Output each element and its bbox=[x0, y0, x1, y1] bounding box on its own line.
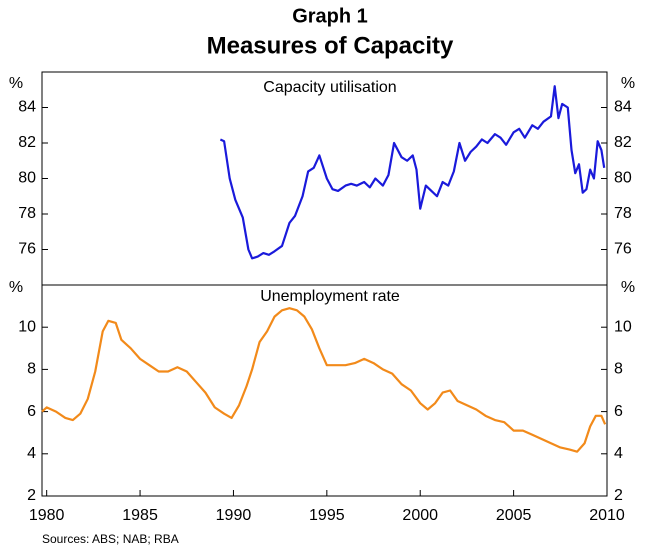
y-tick-label: 6 bbox=[27, 403, 36, 420]
y-tick-label: 82 bbox=[18, 134, 36, 151]
panel-title: Unemployment rate bbox=[260, 288, 400, 305]
y-tick-label: 2 bbox=[27, 487, 36, 504]
y-tick-label: 84 bbox=[614, 99, 632, 116]
y-unit-label: % bbox=[9, 75, 23, 92]
plot-frame bbox=[41, 71, 608, 286]
y-unit-label: % bbox=[621, 279, 635, 296]
y-tick-label: 76 bbox=[614, 241, 632, 258]
y-tick-label: 78 bbox=[18, 205, 36, 222]
y-tick-label: 80 bbox=[614, 170, 632, 187]
x-tick-label: 2000 bbox=[402, 507, 438, 524]
y-tick-label: 8 bbox=[614, 361, 623, 378]
y-tick-label: 10 bbox=[18, 318, 36, 335]
y-tick-label: 6 bbox=[614, 403, 623, 420]
y-tick-label: 84 bbox=[18, 99, 36, 116]
plot-frame bbox=[41, 284, 608, 497]
y-tick-label: 4 bbox=[27, 445, 36, 462]
y-tick-label: 80 bbox=[18, 170, 36, 187]
x-tick-label: 1980 bbox=[29, 507, 65, 524]
x-tick-label: 1985 bbox=[122, 507, 158, 524]
y-tick-label: 82 bbox=[614, 134, 632, 151]
panel-title: Capacity utilisation bbox=[263, 79, 396, 96]
y-tick-label: 8 bbox=[27, 361, 36, 378]
y-unit-label: % bbox=[621, 75, 635, 92]
y-tick-label: 2 bbox=[614, 487, 623, 504]
y-tick-label: 10 bbox=[614, 318, 632, 335]
data-line bbox=[219, 85, 606, 260]
data-line bbox=[41, 307, 607, 453]
y-tick-label: 76 bbox=[18, 241, 36, 258]
x-tick-label: 1990 bbox=[216, 507, 252, 524]
chart-title: Measures of Capacity bbox=[207, 32, 454, 59]
x-tick-label: 2005 bbox=[496, 507, 532, 524]
graph-number: Graph 1 bbox=[292, 5, 368, 27]
y-unit-label: % bbox=[9, 279, 23, 296]
y-tick-label: 4 bbox=[614, 445, 623, 462]
source-note: Sources: ABS; NAB; RBA bbox=[42, 532, 179, 546]
x-tick-label: 2010 bbox=[589, 507, 625, 524]
x-tick-label: 1995 bbox=[309, 507, 345, 524]
y-tick-label: 78 bbox=[614, 205, 632, 222]
